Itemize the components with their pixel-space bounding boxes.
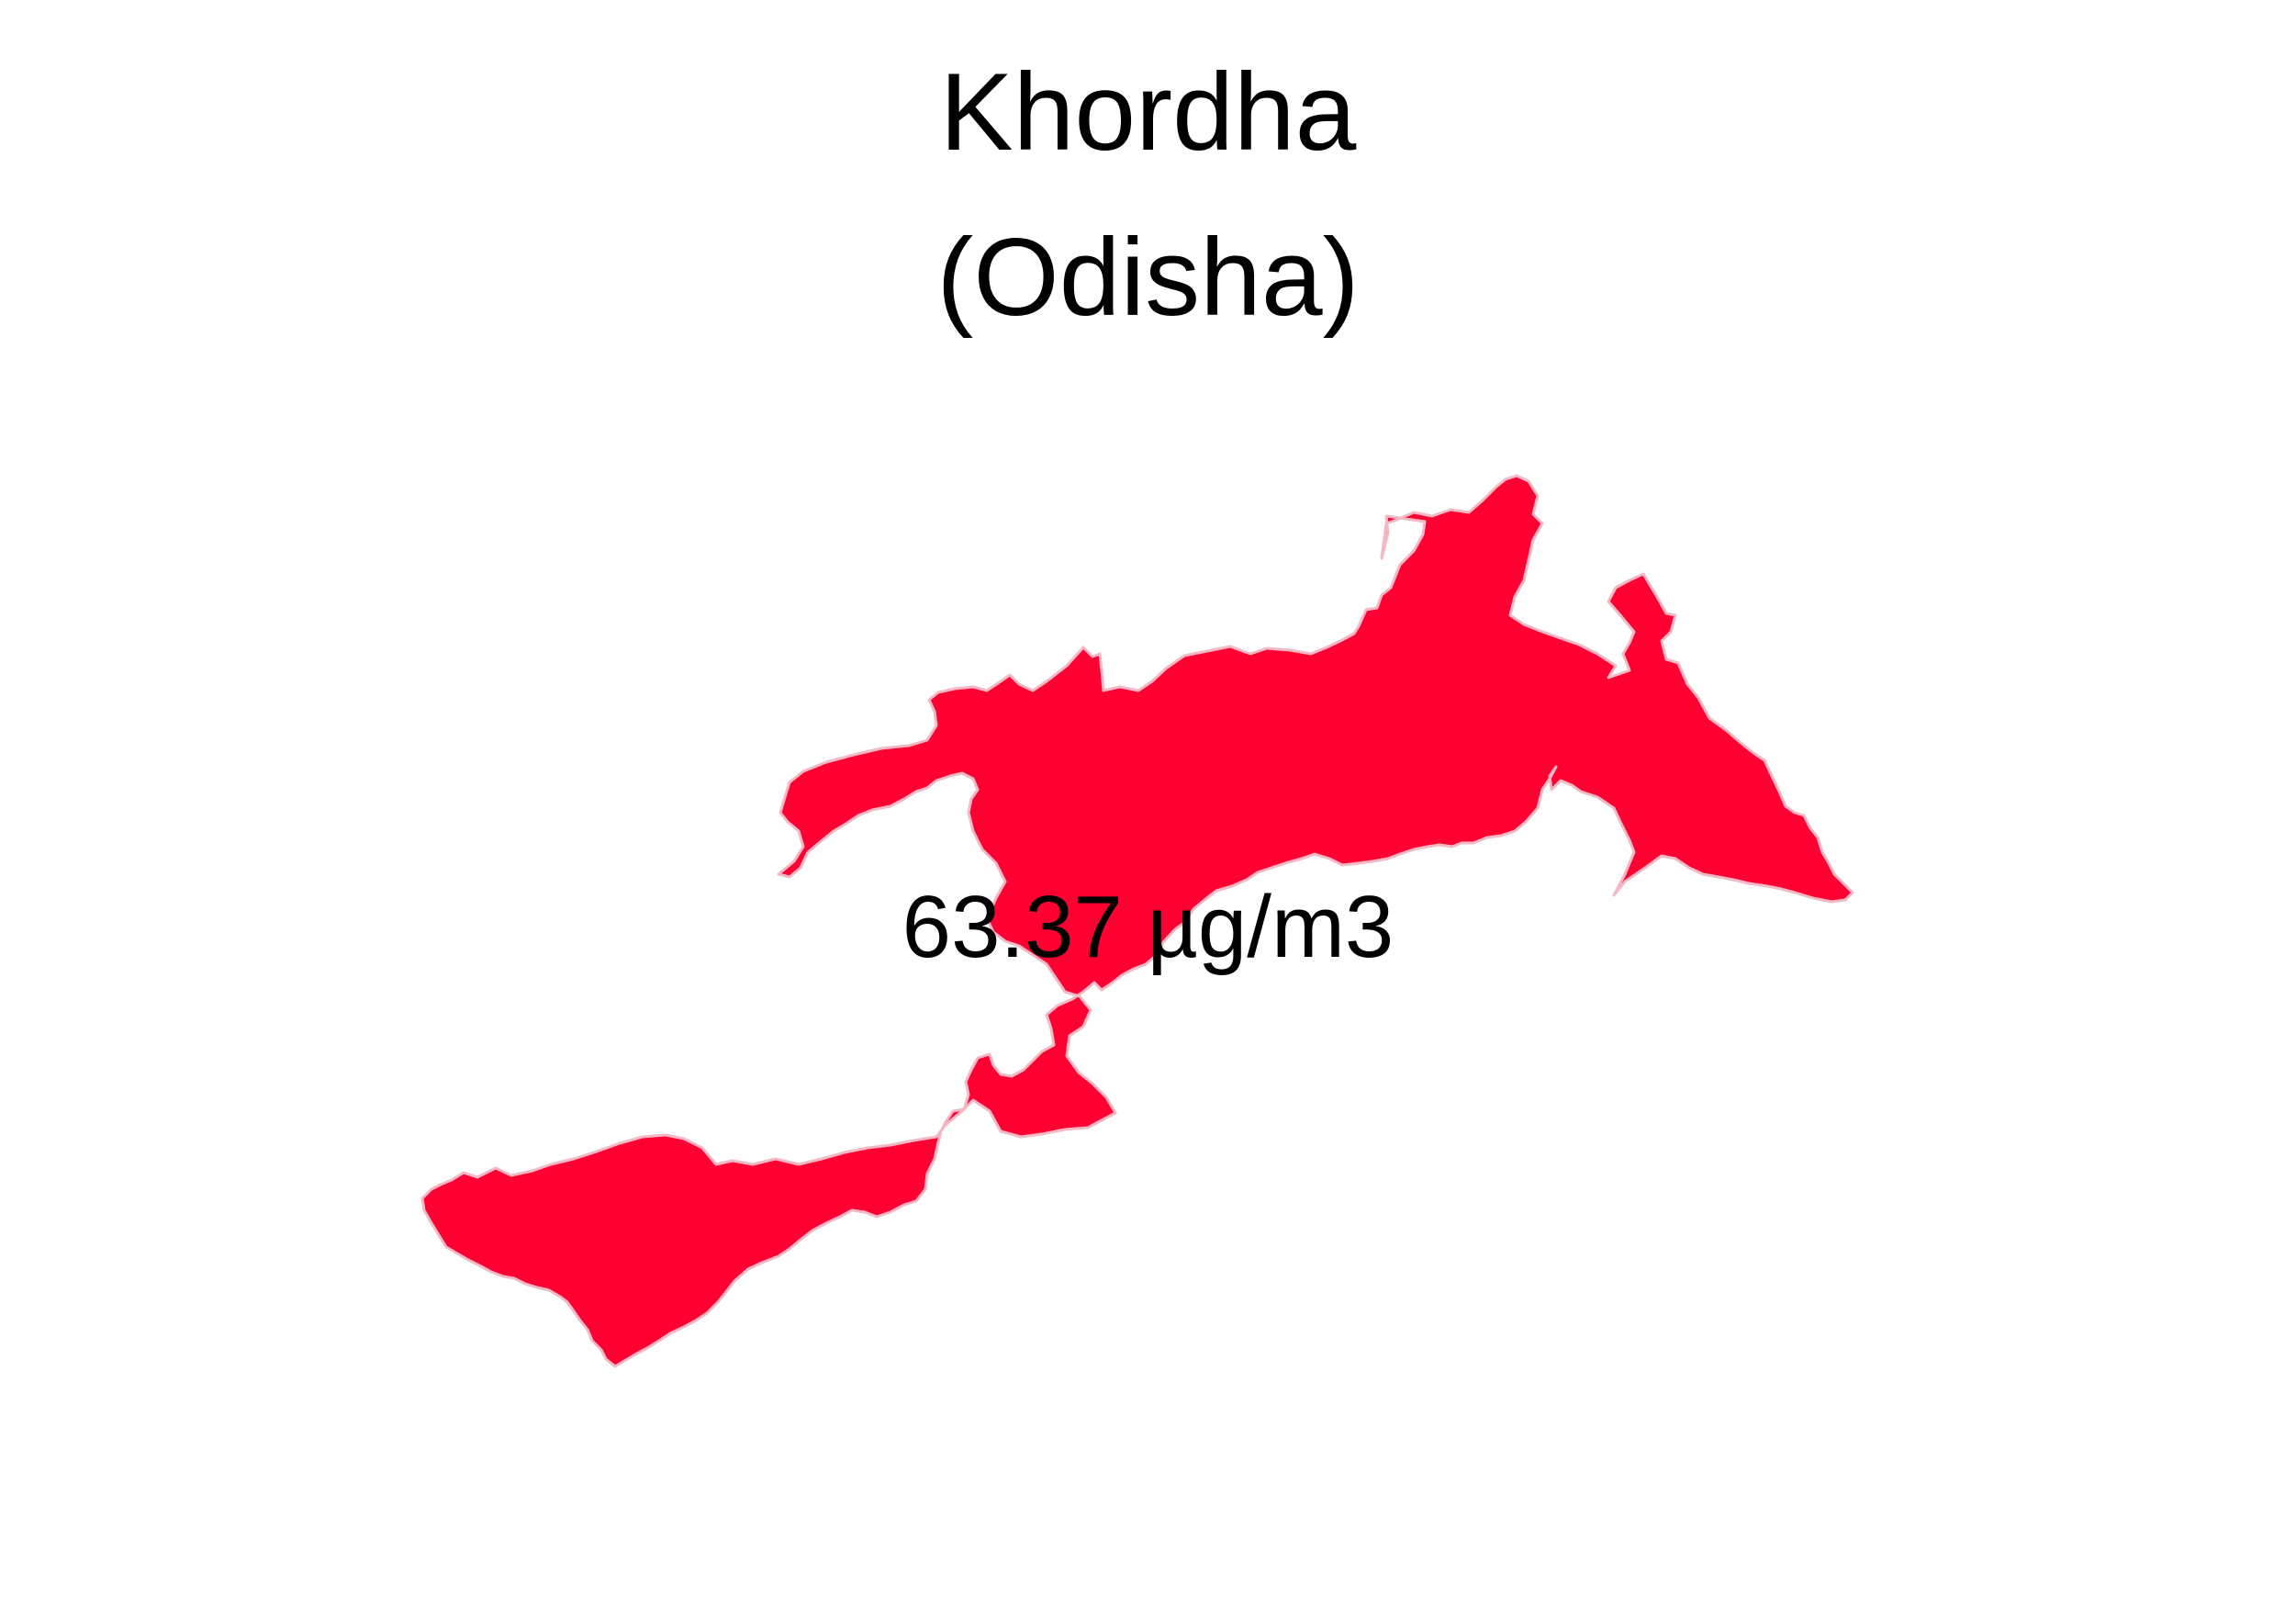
district-region-khordha xyxy=(420,474,1854,1368)
map-title: Khordha xyxy=(939,51,1357,174)
map-subtitle: (Odisha) xyxy=(936,216,1360,339)
pollution-value-label: 63.37 µg/m3 xyxy=(902,878,1394,976)
